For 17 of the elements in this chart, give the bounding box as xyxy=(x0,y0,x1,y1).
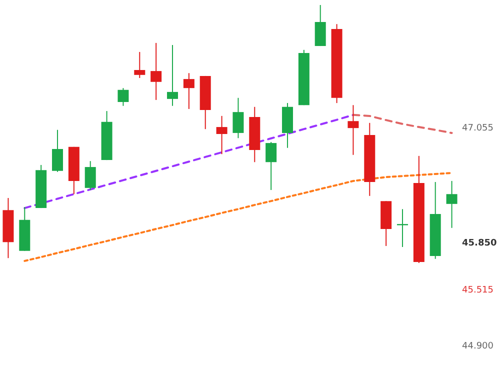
candlestick xyxy=(52,129,63,172)
text: 45.850 xyxy=(462,238,497,248)
candlestick xyxy=(266,142,277,190)
candlestick xyxy=(232,97,244,139)
candlestick xyxy=(167,44,178,106)
candlestick xyxy=(348,104,359,156)
candlestick xyxy=(446,180,458,228)
candlestick xyxy=(150,42,162,100)
text: 45.515 xyxy=(462,286,494,296)
candlestick xyxy=(84,160,96,190)
candlestick xyxy=(183,72,194,110)
candlestick xyxy=(314,4,326,47)
text: 44.900 xyxy=(462,342,494,352)
candlestick xyxy=(118,88,129,106)
candlestick xyxy=(134,51,146,79)
candlestick xyxy=(216,115,228,155)
text: 47.055 xyxy=(462,124,494,134)
